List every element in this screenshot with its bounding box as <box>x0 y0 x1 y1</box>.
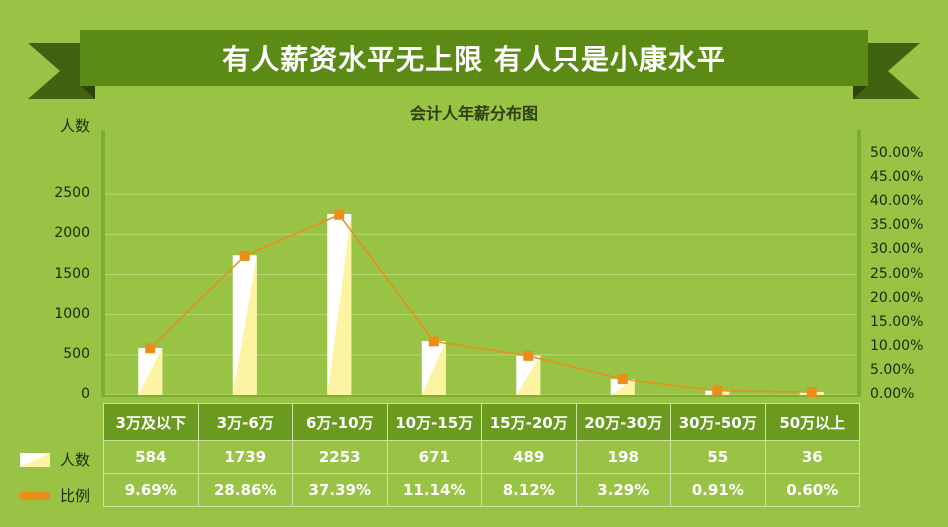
y2-tick-label: 30.00% <box>870 241 924 258</box>
ratio-value: 9.69% <box>103 473 199 507</box>
bar-shade-0 <box>138 348 163 395</box>
ratio-point-6 <box>712 385 723 396</box>
bar-shade-1 <box>232 255 257 395</box>
legend-item-ratio: 比例 <box>20 485 90 506</box>
ratio-point-7 <box>806 387 817 398</box>
category-label: 20万-30万 <box>575 403 671 441</box>
title-banner <box>28 30 920 99</box>
ratio-line <box>149 213 812 393</box>
ratio-value: 3.29% <box>575 473 671 507</box>
ratio-point-5 <box>617 374 628 385</box>
count-value: 584 <box>103 440 199 474</box>
legend-label-ratio: 比例 <box>60 487 91 505</box>
y2-tick-label: 20.00% <box>870 289 924 306</box>
ratio-value: 0.91% <box>670 473 766 507</box>
y-tick-label: 1500 <box>54 265 90 282</box>
y2-tick-label: 45.00% <box>870 169 924 186</box>
count-value: 671 <box>386 440 482 474</box>
count-value: 2253 <box>292 440 388 474</box>
ratio-row: 9.69% 28.86% 37.39% 11.14% 8.12% 3.29% 0.91% 0.… <box>103 473 860 507</box>
category-label: 50万以上 <box>764 403 860 441</box>
ratio-point-4 <box>523 350 534 361</box>
y-axis-left-label: 人数 <box>60 117 91 135</box>
data-table: 3万及以下 3万-6万 6万-10万 10万-15万 15万-20万 20万-30万 30万… <box>103 403 860 507</box>
y2-tick-label: 10.00% <box>870 337 924 354</box>
legend-label-count: 人数 <box>60 451 91 469</box>
ratio-value: 37.39% <box>292 473 388 507</box>
y-tick-label: 500 <box>63 345 90 362</box>
ratio-value: 28.86% <box>197 473 293 507</box>
category-label: 10万-15万 <box>386 403 482 441</box>
count-value: 198 <box>575 440 671 474</box>
legend-swatch-ratio <box>20 491 50 500</box>
ratio-value: 8.12% <box>481 473 577 507</box>
y2-tick-label: 40.00% <box>870 193 924 210</box>
ratio-point-2 <box>334 209 345 220</box>
y-tick-label: 0 <box>81 386 90 402</box>
y2-tick-label: 50.00% <box>870 145 924 161</box>
category-label: 3万-6万 <box>197 403 293 441</box>
count-value: 36 <box>764 440 860 474</box>
legend-swatch-count <box>20 452 50 467</box>
ratio-value: 11.14% <box>386 473 482 507</box>
count-row: 584 1739 2253 671 489 198 55 36 <box>103 440 860 474</box>
y2-tick-label: 5.00% <box>870 361 915 378</box>
y2-tick-label: 15.00% <box>870 313 924 330</box>
ratio-point-0 <box>145 343 156 354</box>
bar-shade-2 <box>327 214 352 395</box>
banner-main <box>80 30 868 86</box>
y-axis-right-line <box>857 130 861 397</box>
y-axis-left-line <box>101 130 105 397</box>
category-label: 6万-10万 <box>292 403 388 441</box>
bar-shade-5 <box>610 379 635 395</box>
y2-tick-label: 35.00% <box>870 217 924 234</box>
ratio-point-3 <box>428 336 439 347</box>
banner-fold-right <box>853 85 868 99</box>
category-label: 30万-50万 <box>670 403 766 441</box>
bar-shade-3 <box>421 341 446 395</box>
y2-tick-label: 0.00% <box>870 386 915 402</box>
y-tick-label: 2500 <box>54 185 90 202</box>
category-row: 3万及以下 3万-6万 6万-10万 10万-15万 15万-20万 20万-30万 30万… <box>103 403 860 441</box>
ratio-point-1 <box>239 250 250 261</box>
banner-ribbon-right <box>853 43 920 99</box>
category-label: 3万及以下 <box>103 403 199 441</box>
count-value: 1739 <box>197 440 293 474</box>
y-tick-label: 2000 <box>54 225 90 242</box>
legend-item-count: 人数 <box>20 449 90 470</box>
y-tick-label: 1000 <box>54 305 90 322</box>
bar-shade-4 <box>516 355 541 395</box>
count-value: 489 <box>481 440 577 474</box>
ratio-value: 0.60% <box>764 473 860 507</box>
y2-tick-label: 25.00% <box>870 265 924 282</box>
banner-ribbon-left <box>28 43 95 99</box>
banner-fold-left <box>80 85 95 99</box>
page-title: 有人薪资水平无上限 有人只是小康水平 <box>222 43 726 76</box>
count-value: 55 <box>670 440 766 474</box>
chart-title: 会计人年薪分布图 <box>409 104 538 123</box>
category-label: 15万-20万 <box>481 403 577 441</box>
